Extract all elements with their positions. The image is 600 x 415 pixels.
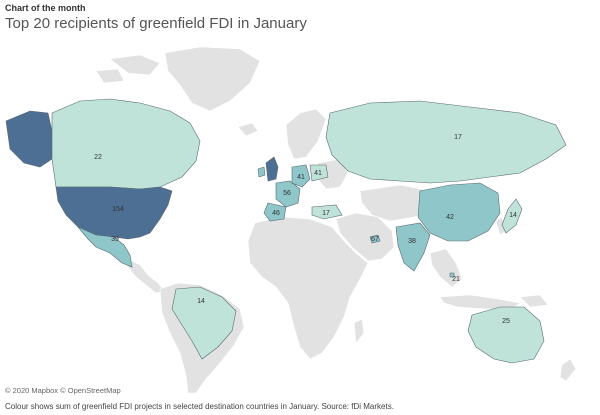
africa bbox=[247, 216, 369, 360]
label-brazil: 14 bbox=[197, 298, 205, 305]
region-china[interactable] bbox=[417, 182, 501, 242]
region-poland[interactable] bbox=[309, 164, 329, 182]
region-singapore[interactable] bbox=[449, 272, 455, 278]
label-uae: 67 bbox=[371, 236, 379, 243]
label-india: 38 bbox=[408, 238, 416, 245]
label-russia: 17 bbox=[454, 134, 462, 141]
label-turkey: 17 bbox=[322, 210, 330, 217]
region-japan[interactable] bbox=[501, 198, 523, 234]
central-america bbox=[127, 258, 165, 294]
map-attribution[interactable]: © 2020 Mapbox © OpenStreetMap bbox=[5, 386, 121, 395]
region-uae[interactable] bbox=[369, 234, 381, 244]
footnote: Colour shows sum of greenfield FDI proje… bbox=[5, 402, 394, 411]
region-spain[interactable] bbox=[263, 202, 287, 222]
region-uk[interactable] bbox=[265, 156, 279, 182]
region-russia[interactable] bbox=[325, 100, 567, 184]
label-japan: 14 bbox=[509, 212, 517, 219]
region-ireland[interactable] bbox=[257, 166, 266, 178]
madagascar bbox=[353, 318, 365, 344]
chart-title: Top 20 recipients of greenfield FDI in J… bbox=[5, 15, 307, 32]
chart-kicker: Chart of the month bbox=[5, 3, 86, 13]
region-canada[interactable] bbox=[51, 98, 201, 190]
label-mexico: 39 bbox=[111, 236, 119, 243]
label-china: 42 bbox=[446, 214, 454, 221]
central-asia bbox=[359, 184, 437, 222]
label-australia: 25 bbox=[502, 318, 510, 325]
label-singapore: 21 bbox=[452, 276, 460, 283]
label-canada: 22 bbox=[94, 154, 102, 161]
papua bbox=[519, 294, 549, 308]
value-labels: 22 154 39 14 56 41 41 46 17 17 67 38 42 … bbox=[94, 134, 517, 325]
region-brazil[interactable] bbox=[171, 286, 237, 360]
data-countries bbox=[5, 98, 567, 364]
arctic-islands bbox=[95, 54, 161, 84]
southeast-asia bbox=[429, 248, 463, 288]
region-usa[interactable] bbox=[55, 186, 173, 240]
world-map[interactable]: 22 154 39 14 56 41 41 46 17 17 67 38 42 … bbox=[0, 41, 600, 398]
label-france: 56 bbox=[283, 190, 291, 197]
iceland bbox=[237, 122, 259, 137]
label-poland: 41 bbox=[314, 170, 322, 177]
region-turkey[interactable] bbox=[311, 204, 343, 220]
region-france[interactable] bbox=[275, 180, 301, 208]
label-usa: 154 bbox=[112, 206, 124, 213]
greenland bbox=[164, 46, 261, 112]
region-alaska[interactable] bbox=[5, 110, 53, 168]
new-zealand bbox=[559, 358, 577, 382]
region-australia[interactable] bbox=[467, 306, 545, 364]
region-mexico[interactable] bbox=[77, 226, 133, 268]
label-germany: 41 bbox=[297, 174, 305, 181]
middle-east bbox=[335, 212, 395, 262]
region-india[interactable] bbox=[395, 222, 431, 272]
region-germany[interactable] bbox=[291, 164, 311, 188]
label-spain: 46 bbox=[272, 210, 280, 217]
scandinavia bbox=[285, 108, 327, 160]
